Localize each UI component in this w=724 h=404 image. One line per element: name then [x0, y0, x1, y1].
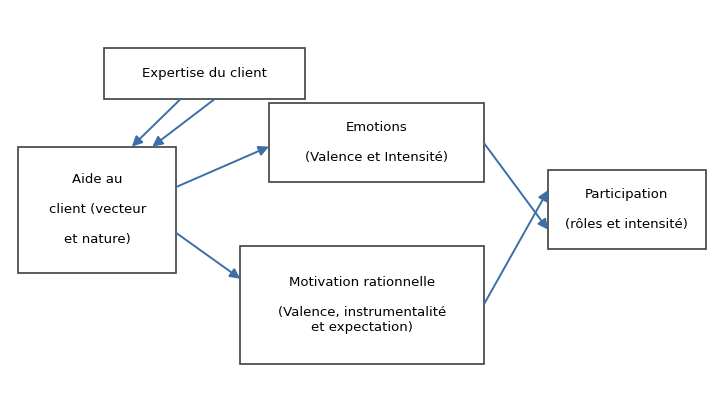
FancyBboxPatch shape — [240, 246, 484, 364]
Text: Aide au

client (vecteur

et nature): Aide au client (vecteur et nature) — [49, 173, 146, 246]
Text: Motivation rationnelle

(Valence, instrumentalité
et expectation): Motivation rationnelle (Valence, instrum… — [278, 276, 446, 334]
FancyBboxPatch shape — [104, 48, 305, 99]
FancyBboxPatch shape — [548, 170, 705, 250]
Text: Expertise du client: Expertise du client — [142, 67, 267, 80]
FancyBboxPatch shape — [19, 147, 176, 273]
Text: Participation

(rôles et intensité): Participation (rôles et intensité) — [565, 188, 689, 231]
Text: Emotions

(Valence et Intensité): Emotions (Valence et Intensité) — [305, 121, 448, 164]
FancyBboxPatch shape — [269, 103, 484, 182]
